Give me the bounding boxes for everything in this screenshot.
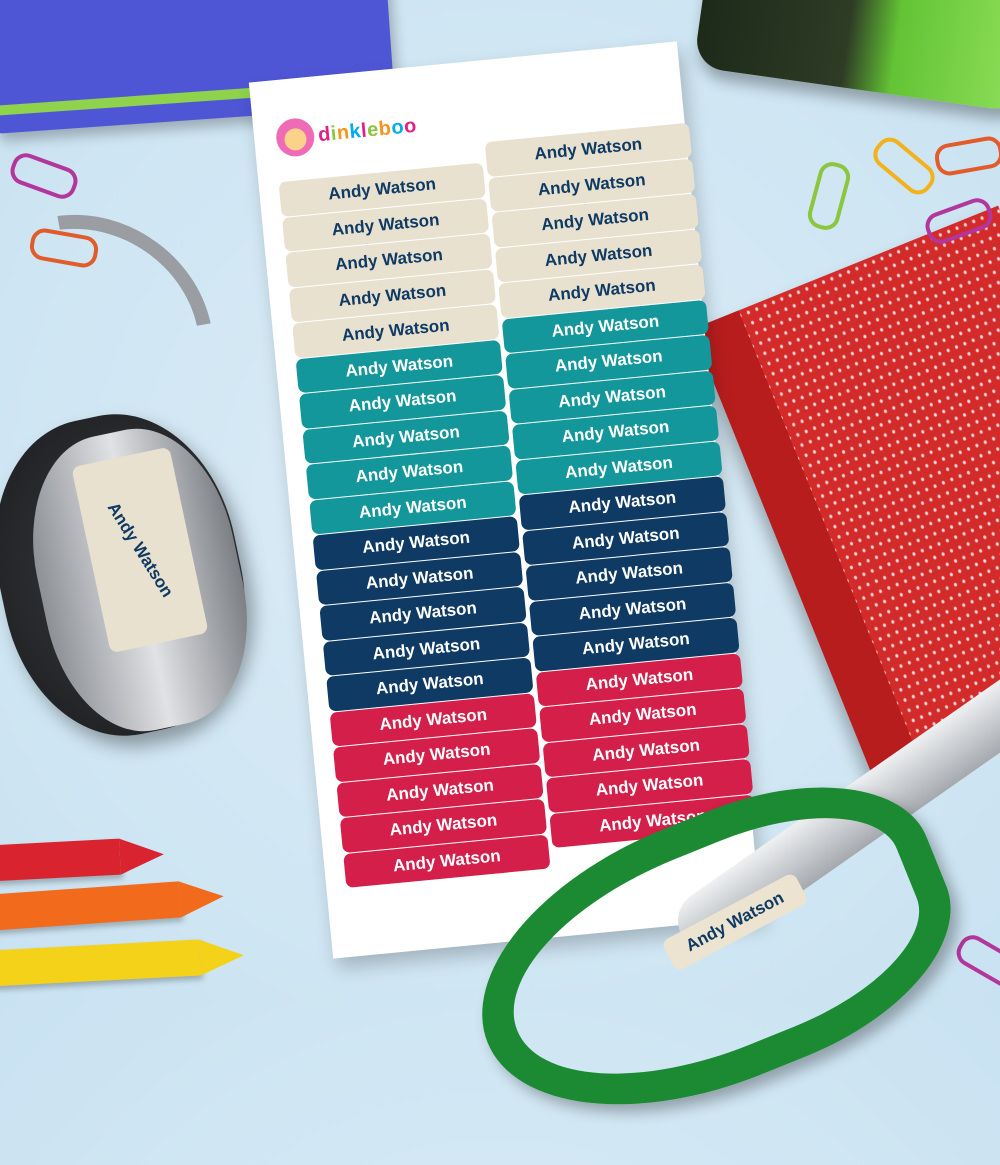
paper-clip bbox=[867, 131, 941, 201]
paper-clip bbox=[6, 149, 82, 203]
monkey-mascot-icon bbox=[274, 116, 317, 159]
yellow-crayon bbox=[0, 937, 245, 987]
green-water-bottle bbox=[693, 0, 1000, 113]
paper-clip bbox=[804, 159, 854, 233]
paper-clip bbox=[951, 930, 1000, 992]
label-grid: Andy Watson Andy Watson Andy Watson Andy Wa… bbox=[278, 122, 759, 888]
logo-letter: o bbox=[402, 114, 418, 138]
paper-clip bbox=[932, 134, 1000, 178]
dinkleboo-logo: dinkleboo bbox=[274, 107, 419, 159]
red-crayon bbox=[0, 836, 165, 882]
logo-text: dinkleboo bbox=[317, 114, 418, 146]
orange-crayon bbox=[0, 878, 225, 931]
